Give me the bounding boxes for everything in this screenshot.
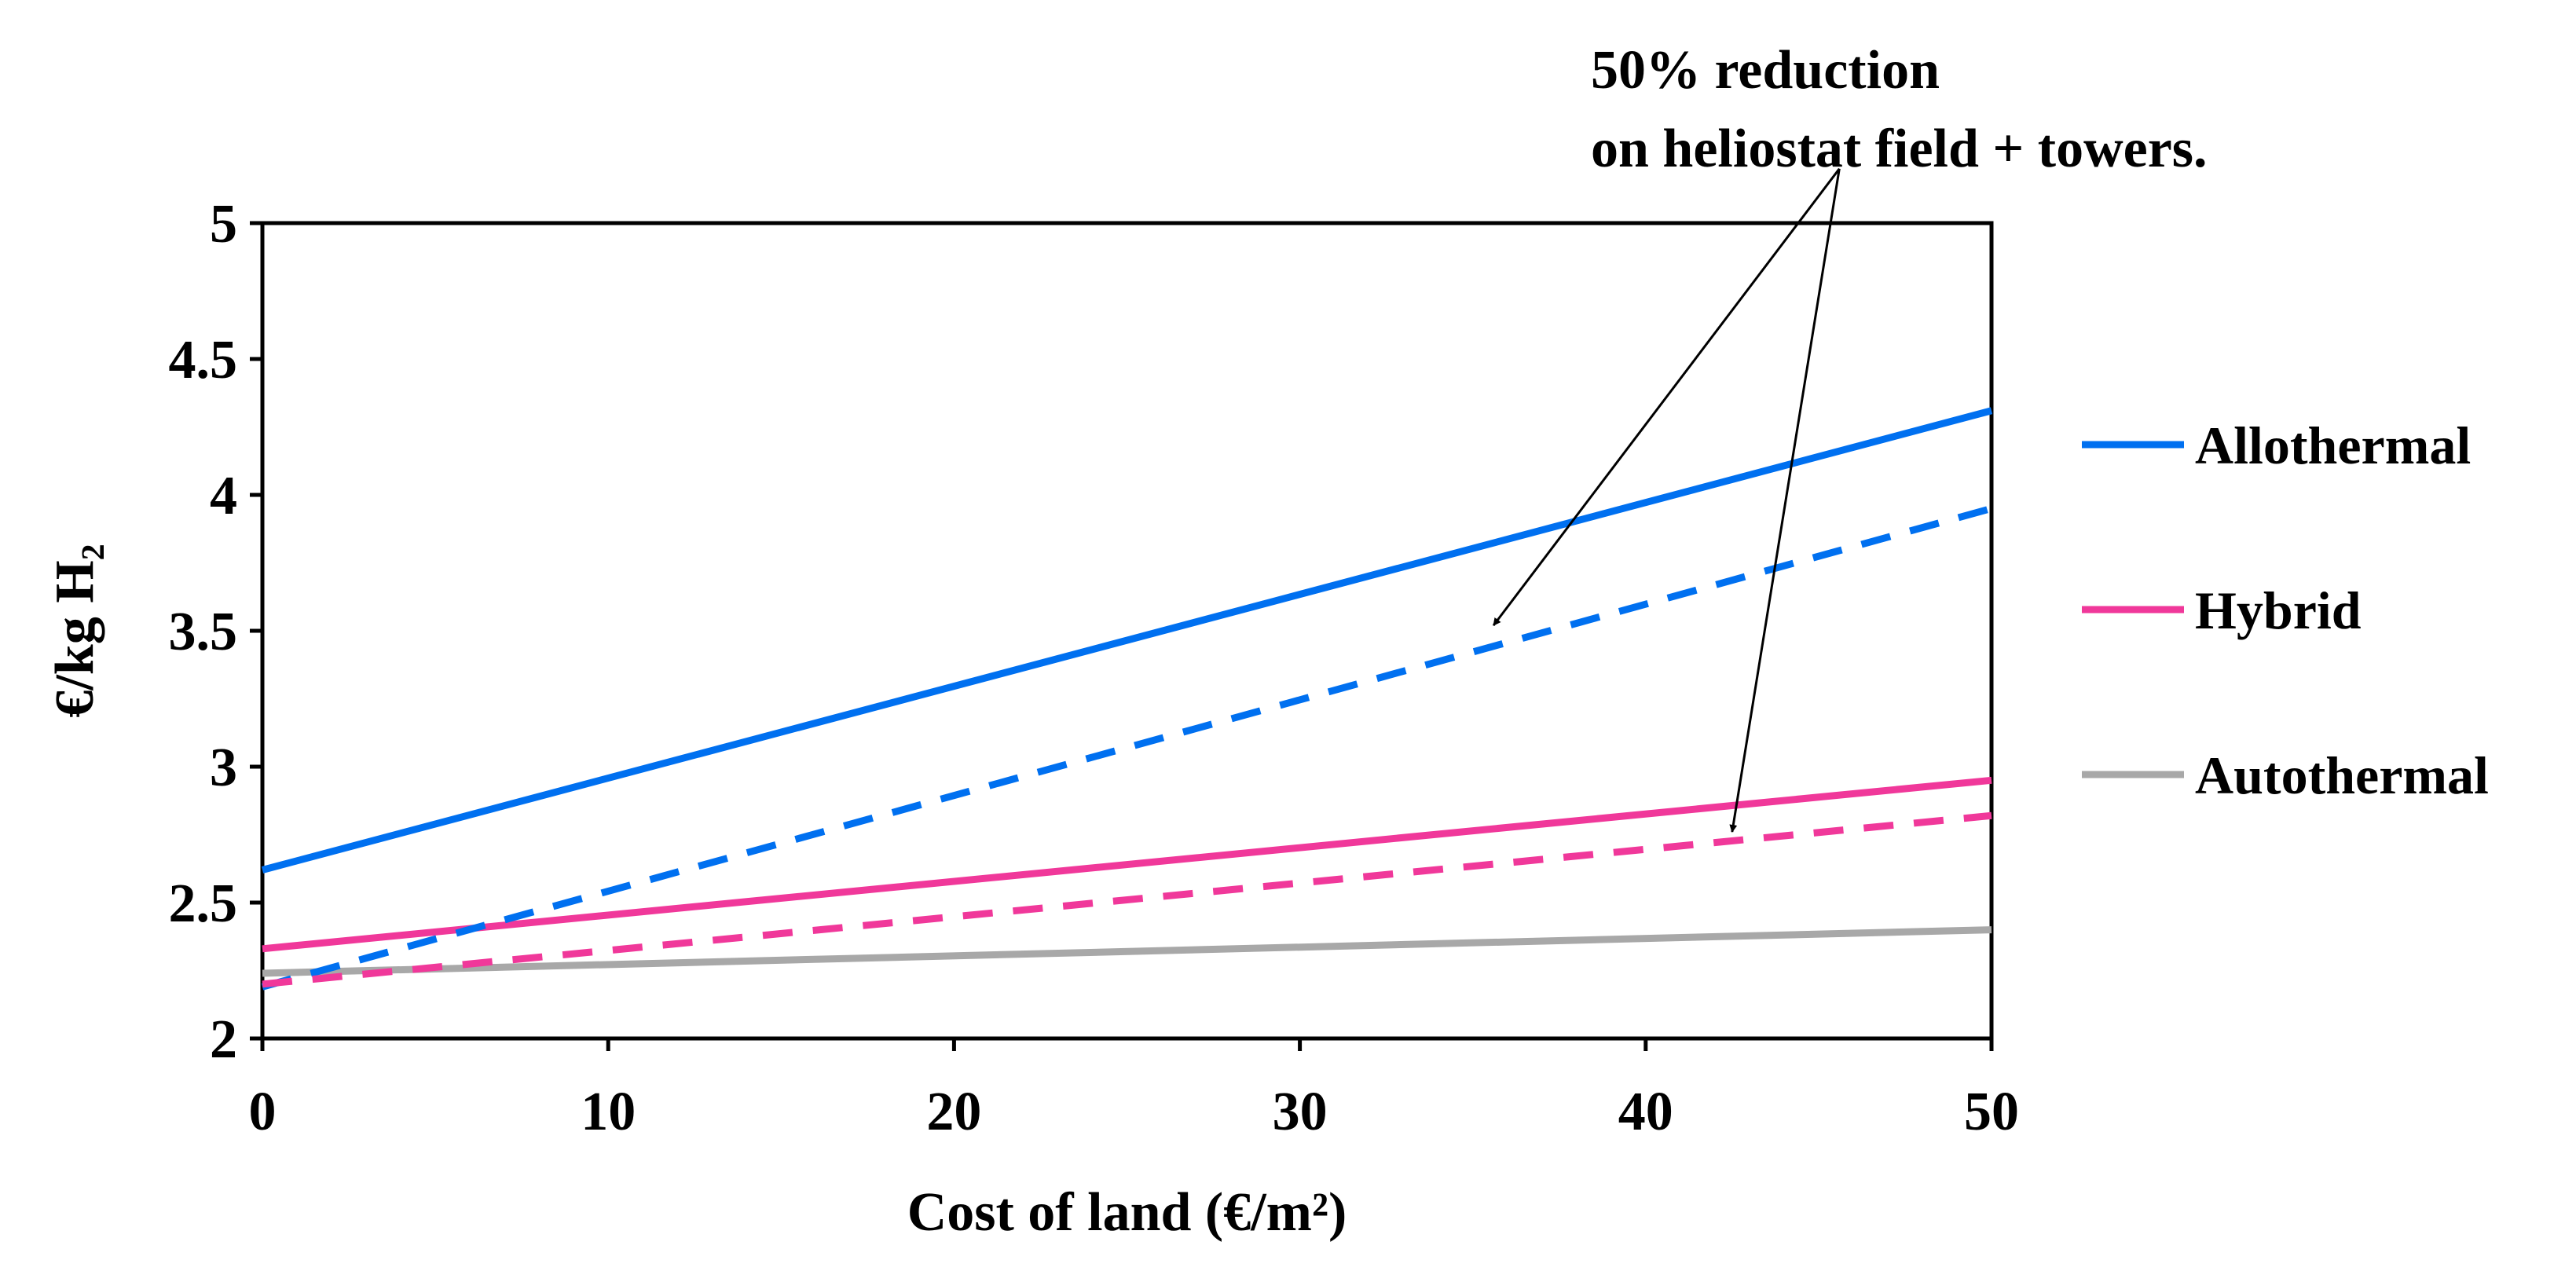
legend-label-hybrid: Hybrid	[2195, 581, 2362, 640]
y-tick-label-6: 5	[210, 194, 237, 255]
y-tick-label-0: 2	[210, 1009, 237, 1070]
annotation-text-line-1: 50% reduction	[1591, 40, 1940, 101]
x-tick-label-5: 50	[1964, 1082, 2019, 1142]
x-axis-title: Cost of land (€/m²)	[907, 1182, 1347, 1243]
legend-label-autothermal: Autothermal	[2195, 745, 2489, 805]
annotation-text-line-2: on heliostat field + towers.	[1591, 119, 2208, 179]
x-tick-label-4: 40	[1618, 1082, 1673, 1142]
series-line-allothermal-50-reduction	[261, 504, 1993, 991]
legend-label-allothermal: Allothermal	[2195, 416, 2471, 475]
annotation-arrow-2	[1729, 168, 1841, 833]
y-tick-label-4: 4	[210, 466, 237, 526]
x-tick-label-0: 0	[249, 1082, 277, 1142]
x-tick-label-2: 20	[926, 1082, 981, 1142]
y-tick-label-3: 3.5	[169, 602, 238, 662]
y-axis-title: €/kg H₂	[45, 544, 105, 717]
y-tick-label-2: 3	[210, 738, 237, 798]
y-tick-label-1: 2.5	[169, 874, 238, 934]
series-line-allothermal	[261, 407, 1993, 874]
series-line-autothermal	[262, 926, 1992, 977]
y-tick-label-5: 4.5	[169, 330, 238, 390]
series-line-hybrid-50-reduction	[262, 811, 1992, 988]
x-tick-label-1: 10	[581, 1082, 636, 1142]
x-tick-label-3: 30	[1273, 1082, 1328, 1142]
annotation-arrow-1	[1492, 167, 1841, 626]
series-line-hybrid	[262, 776, 1992, 953]
